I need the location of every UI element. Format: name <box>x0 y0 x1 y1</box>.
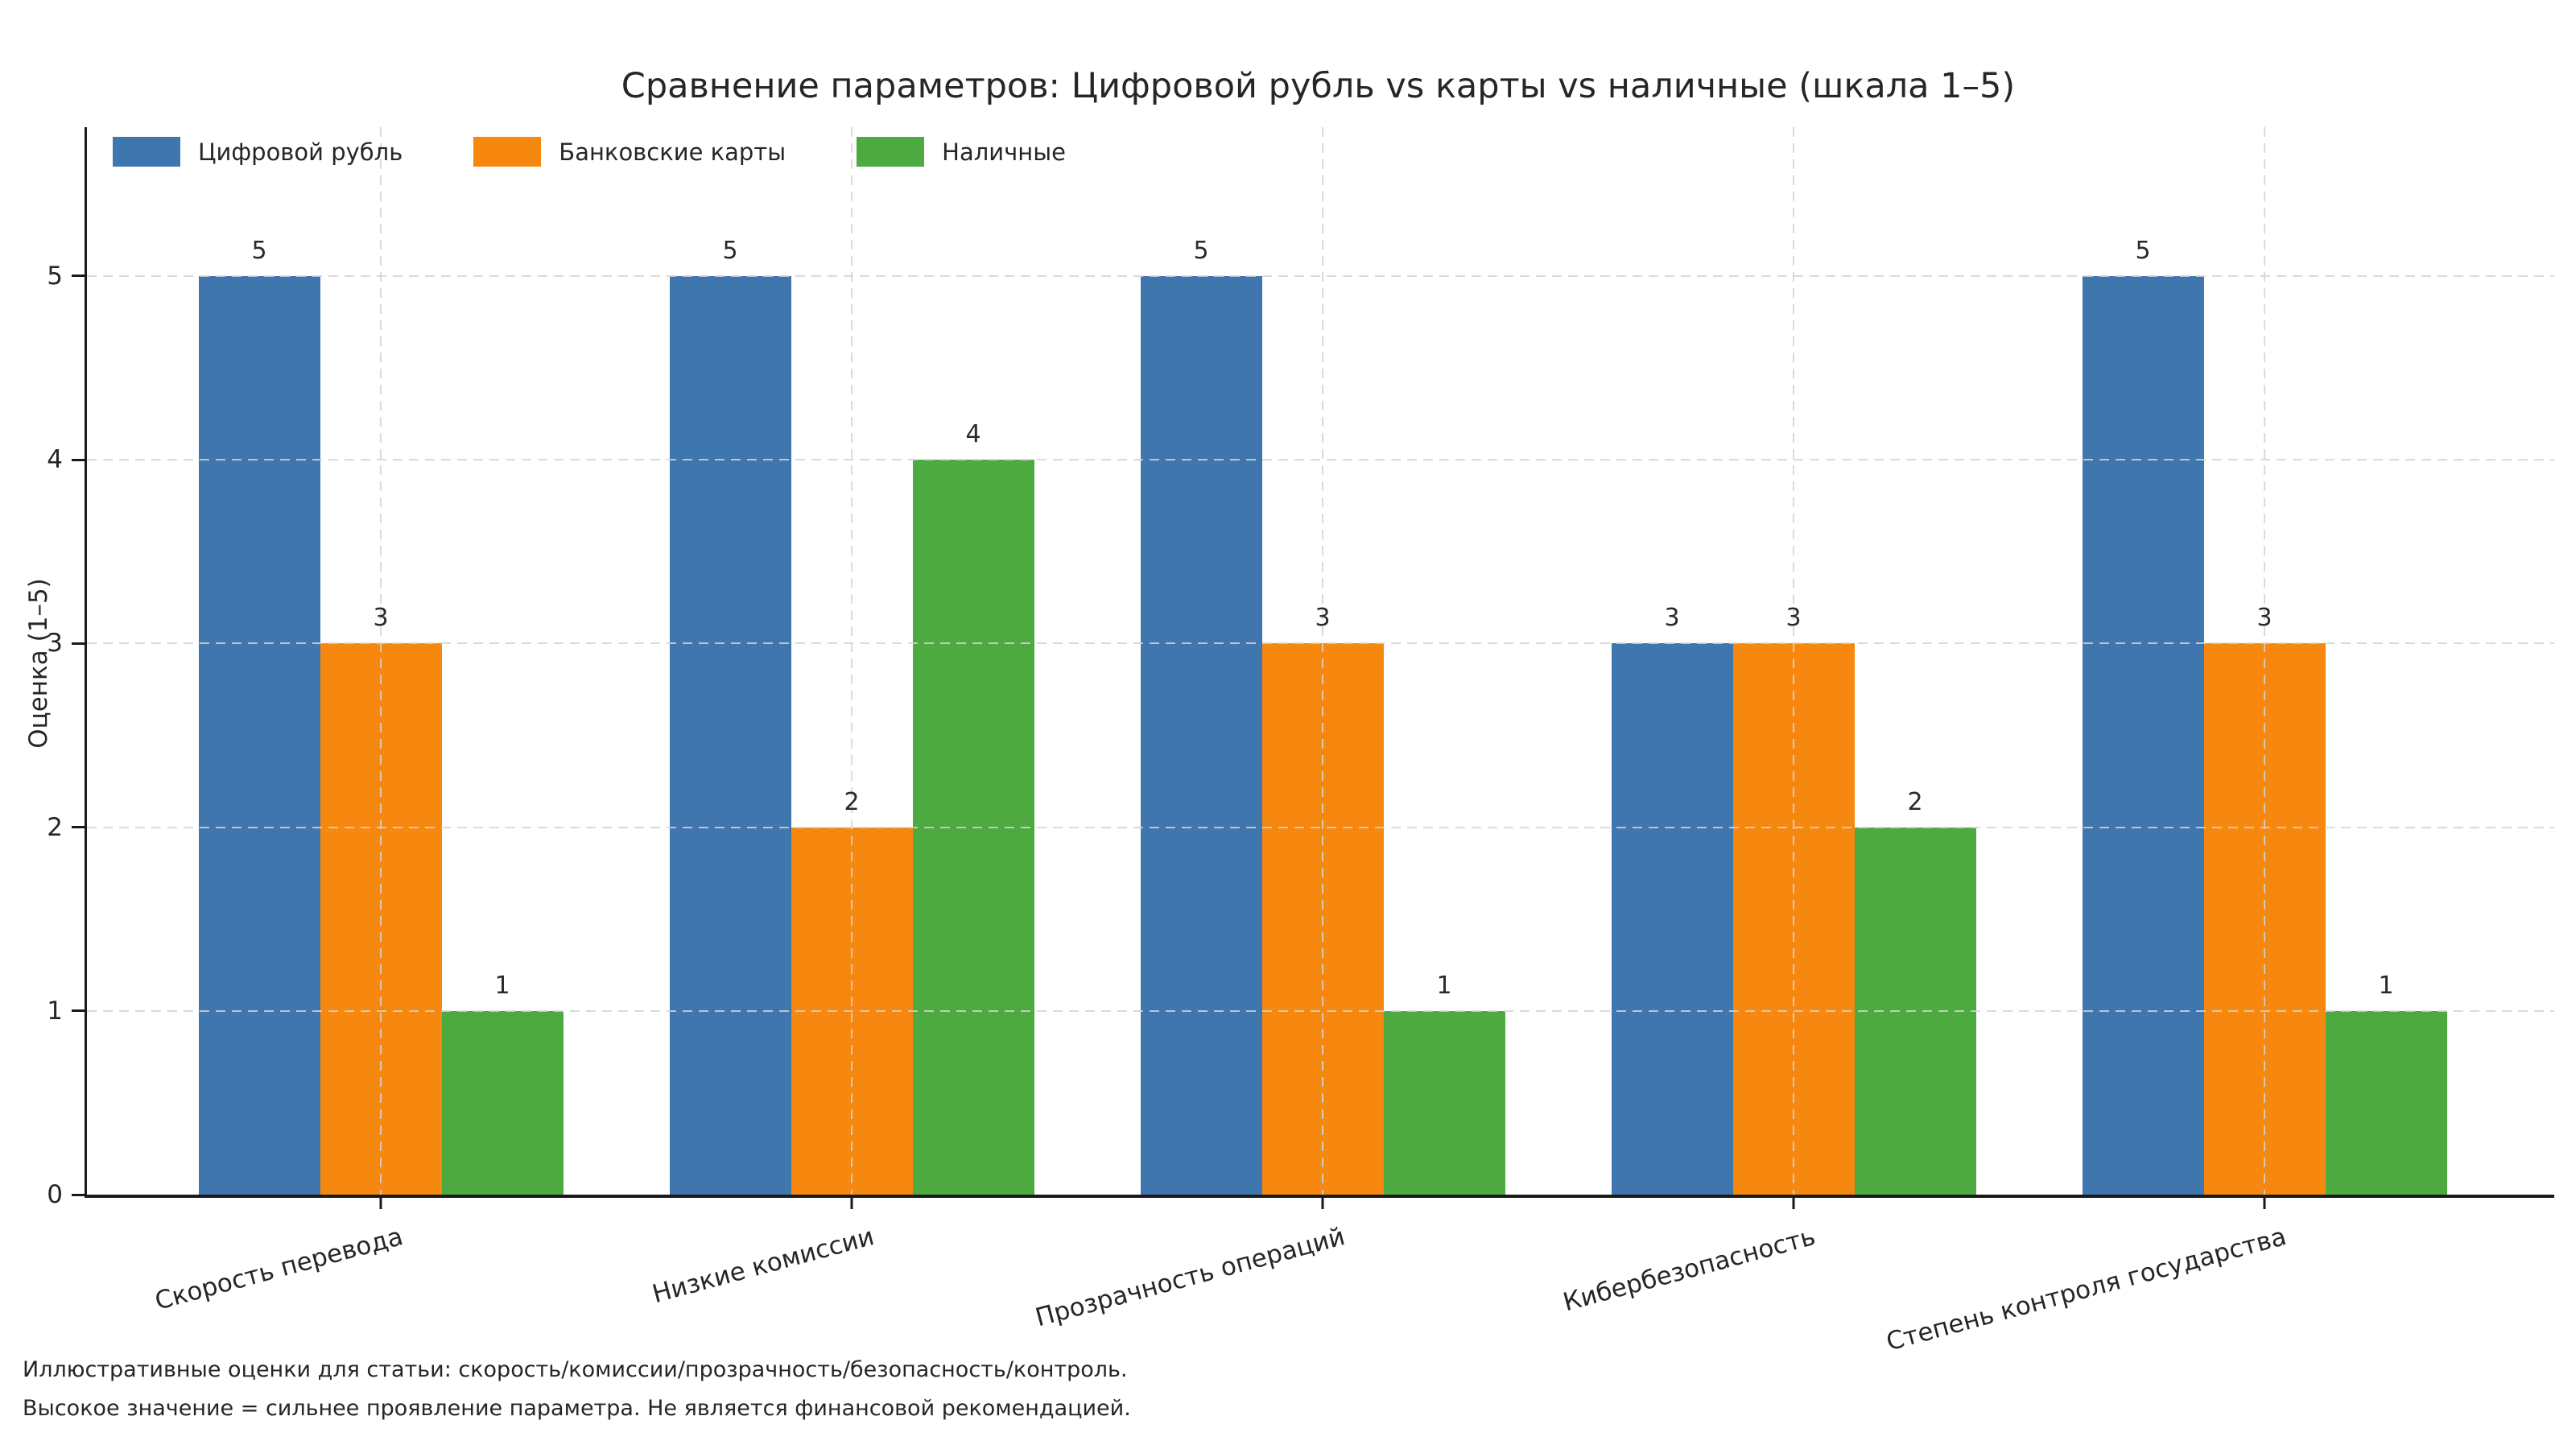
x-tick-label: Кибербезопасность <box>1560 1222 1819 1318</box>
bar <box>1140 275 1262 1195</box>
legend-label: Банковские карты <box>559 138 786 166</box>
bar <box>669 275 791 1195</box>
y-tick-label: 5 <box>47 261 63 291</box>
y-gridline-4 <box>87 459 2554 461</box>
x-tick-label: Скорость перевода <box>151 1222 407 1316</box>
y-tick-mark <box>72 1193 85 1196</box>
y-tick-mark <box>72 642 85 645</box>
bar-value-label: 5 <box>722 236 738 265</box>
chart-title: Сравнение параметров: Цифровой рубль vs … <box>621 66 2016 106</box>
footnote-line-2: Высокое значение = сильнее проявление па… <box>23 1396 1131 1421</box>
bar-value-label: 1 <box>494 971 510 1000</box>
bar <box>198 275 320 1195</box>
y-tick-label: 1 <box>47 996 63 1026</box>
bar-value-label: 5 <box>1193 236 1209 265</box>
bar-value-label: 3 <box>2256 604 2273 633</box>
bar-value-label: 5 <box>2135 236 2151 265</box>
x-gridline <box>1793 127 1794 1195</box>
bar-value-label: 3 <box>1785 604 1802 633</box>
y-gridline-3 <box>87 642 2554 645</box>
y-tick-mark <box>72 826 85 829</box>
bar <box>441 1010 564 1195</box>
x-tick-label: Прозрачность операций <box>1032 1222 1348 1333</box>
bar <box>1383 1010 1505 1195</box>
legend-label: Наличные <box>942 138 1066 166</box>
x-tick-mark <box>379 1198 382 1209</box>
y-gridline-1 <box>87 1009 2554 1012</box>
x-tick-mark <box>1321 1198 1324 1209</box>
legend-swatch-icon <box>113 137 180 167</box>
footnote: Иллюстративные оценки для статьи: скорос… <box>23 1351 1131 1428</box>
y-tick-label: 4 <box>47 445 63 475</box>
y-gridline-2 <box>87 826 2554 828</box>
bar-value-label: 1 <box>2378 971 2394 1000</box>
bar-value-label: 2 <box>1907 787 1923 816</box>
x-tick-label: Низкие комиссии <box>649 1222 877 1310</box>
bar-value-label: 3 <box>1664 604 1680 633</box>
bar <box>1611 643 1733 1195</box>
y-gridline-5 <box>87 275 2554 277</box>
bar-value-label: 5 <box>251 236 267 265</box>
x-gridline <box>2264 127 2265 1195</box>
bar-value-label: 4 <box>965 420 981 449</box>
x-tick-mark <box>2263 1198 2266 1209</box>
legend-label: Цифровой рубль <box>198 138 403 166</box>
plot-area: Цифровой рубль Банковские карты Наличные 0… <box>47 127 2554 1356</box>
bar-value-label: 1 <box>1436 971 1452 1000</box>
y-tick-label: 2 <box>47 812 63 842</box>
bar-value-label: 2 <box>844 787 860 816</box>
x-gridline <box>851 127 852 1195</box>
footnote-line-1: Иллюстративные оценки для статьи: скорос… <box>23 1357 1128 1382</box>
y-axis-label: Оценка (1–5) <box>24 578 53 749</box>
y-tick-label: 0 <box>47 1180 63 1209</box>
x-tick-mark <box>850 1198 853 1209</box>
y-tick-label: 3 <box>47 629 63 658</box>
y-tick-mark <box>72 458 85 461</box>
y-tick-mark <box>72 1009 85 1013</box>
x-tick-mark <box>1792 1198 1795 1209</box>
bar <box>2082 275 2204 1195</box>
legend-item: Наличные <box>857 137 1066 167</box>
legend-item: Банковские карты <box>473 137 786 167</box>
legend-item: Цифровой рубль <box>113 137 402 167</box>
x-gridline <box>1322 127 1323 1195</box>
x-tick-label: Степень контроля государства <box>1883 1222 2290 1357</box>
legend-swatch-icon <box>857 137 925 167</box>
legend: Цифровой рубль Банковские карты Наличные <box>113 137 1066 167</box>
x-gridline <box>380 127 382 1195</box>
bar <box>2325 1010 2447 1195</box>
legend-swatch-icon <box>473 137 542 167</box>
bar-value-label: 3 <box>1315 604 1331 633</box>
y-tick-mark <box>72 275 85 278</box>
bar-value-label: 3 <box>373 604 389 633</box>
